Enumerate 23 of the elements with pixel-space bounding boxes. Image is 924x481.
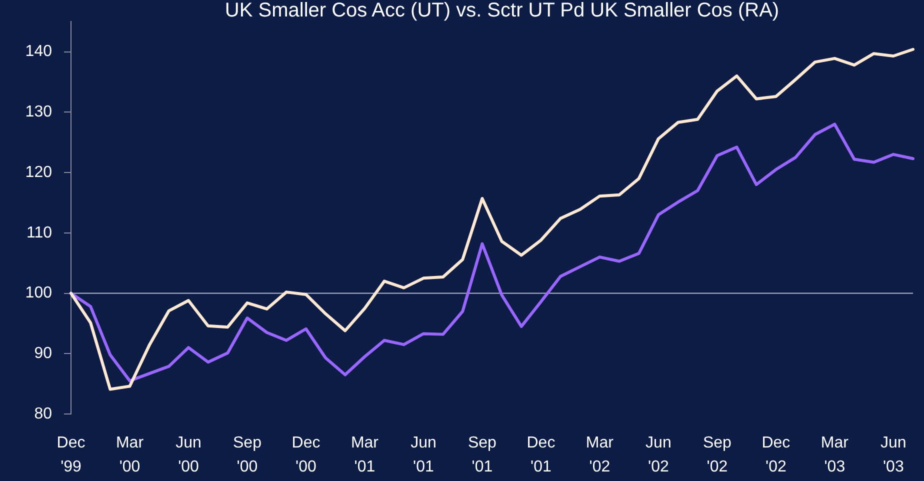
y-tick-label: 130	[25, 104, 52, 121]
y-tick-label: 110	[26, 224, 52, 242]
x-tick-label: Jun '00	[176, 434, 202, 476]
x-tick-label: Mar '03	[820, 434, 850, 476]
y-tick-label: 100	[25, 284, 52, 302]
y-tick-label: 140	[25, 43, 52, 60]
x-tick-label: Dec '01	[526, 434, 556, 476]
x-tick-label: Sep '02	[702, 434, 732, 476]
chart-title: UK Smaller Cos Acc (UT) vs. Sctr UT Pd UK Smaller Cos (RA)	[224, 0, 780, 22]
x-tick-label: Dec '02	[762, 434, 790, 476]
x-tick-label: Mar '02	[586, 434, 614, 476]
x-tick-label: Mar '00	[116, 434, 144, 476]
x-tick-label: Dec '99	[56, 434, 86, 476]
x-tick-label: Jun '02	[646, 434, 672, 476]
y-tick-label: 80	[34, 405, 52, 422]
y-tick-label: 120	[25, 164, 52, 181]
y-tick-label: 90	[34, 345, 52, 362]
x-tick-label: Dec '00	[292, 434, 320, 476]
x-tick-label: Sep '00	[233, 434, 262, 476]
x-tick-label: Jun '03	[880, 434, 906, 476]
x-tick-label: Sep '01	[468, 434, 497, 476]
x-tick-label: Jun '01	[410, 434, 436, 476]
x-tick-label: Mar '01	[350, 434, 380, 476]
